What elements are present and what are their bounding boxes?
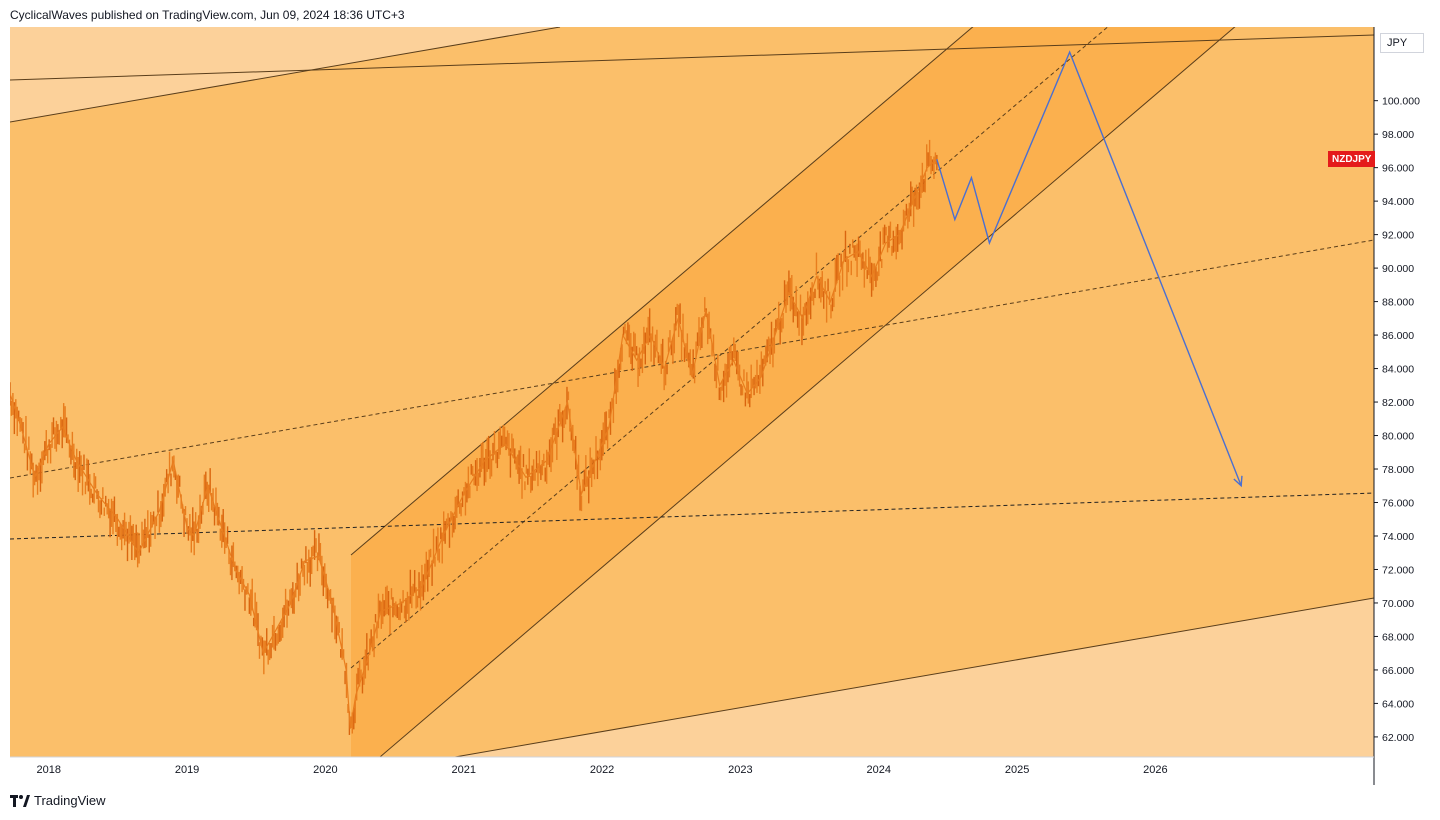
y-tick-label: 98.000 [1382,129,1414,141]
price-axis: 62.000 64.000 66.000 68.000 70.000 72.000 74.0… [1374,96,1420,744]
symbol-price-tag: NZDJPY [1328,151,1376,167]
y-tick-label: 86.000 [1382,330,1414,342]
y-tick-label: 68.000 [1382,631,1414,643]
x-tick-label: 2026 [1143,764,1167,776]
y-tick-label: 80.000 [1382,431,1414,443]
y-tick-label: 70.000 [1382,598,1414,610]
footer-brand-label: TradingView [34,793,106,808]
upper-fan-line [10,27,561,123]
y-tick-label: 88.000 [1382,297,1414,309]
currency-selector[interactable]: JPY [1380,33,1424,53]
x-tick-label: 2023 [728,764,752,776]
regression-channel [351,27,1235,757]
y-tick-label: 100.000 [1382,96,1420,108]
publisher-header: CyclicalWaves published on TradingView.c… [10,8,405,22]
y-tick-label: 72.000 [1382,564,1414,576]
projection-path [936,50,1243,488]
y-tick-label: 96.000 [1382,163,1414,175]
x-tick-label: 2022 [590,764,614,776]
y-tick-label: 82.000 [1382,397,1414,409]
x-tick-label: 2021 [452,764,476,776]
y-tick-label: 62.000 [1382,732,1414,744]
y-tick-label: 84.000 [1382,364,1414,376]
y-tick-label: 66.000 [1382,665,1414,677]
y-tick-label: 78.000 [1382,464,1414,476]
y-tick-label: 94.000 [1382,196,1414,208]
lower-fan-line [454,597,1374,757]
price-series [10,158,938,729]
x-tick-label: 2020 [313,764,337,776]
projection-arrowhead [1233,475,1243,488]
x-tick-label: 2019 [175,764,199,776]
support-dashed-line [10,492,1374,540]
y-tick-label: 74.000 [1382,531,1414,543]
channel-upper-line [350,27,974,556]
top-resistance-line [10,34,1374,81]
y-tick-label: 90.000 [1382,263,1414,275]
channel-lower-line [379,27,1236,757]
y-tick-label: 92.000 [1382,230,1414,242]
y-tick-label: 76.000 [1382,498,1414,510]
chart-background-bands [10,27,1374,757]
footer-brand: TradingView [10,793,106,808]
projection-line [936,50,1242,487]
time-axis: 2018 2019 2020 2021 2022 2023 2024 2025 2026 [36,764,1167,776]
x-tick-label: 2018 [36,764,60,776]
price-series-line [10,158,938,729]
x-tick-label: 2025 [1005,764,1029,776]
x-tick-label: 2024 [867,764,891,776]
tradingview-logo-icon [10,794,30,807]
y-tick-label: 64.000 [1382,698,1414,710]
